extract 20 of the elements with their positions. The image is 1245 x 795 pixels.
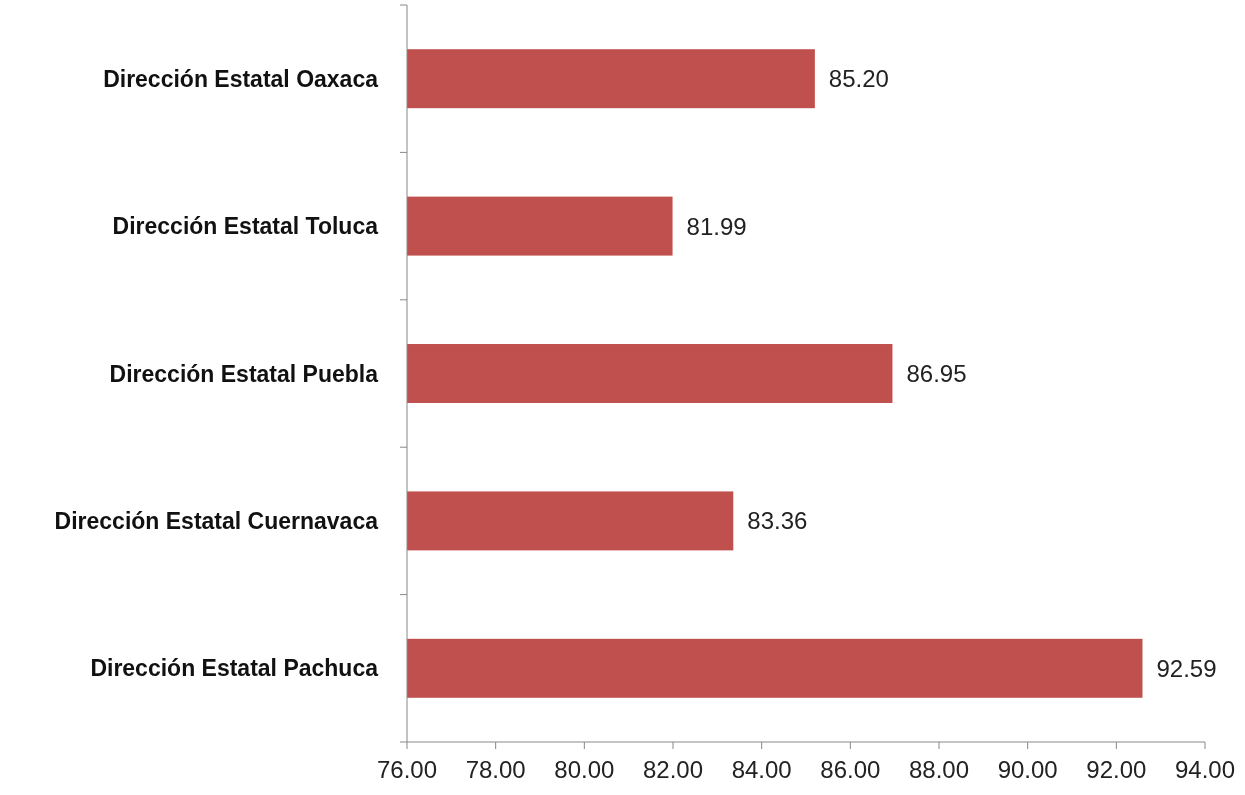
x-tick-label: 82.00 bbox=[642, 756, 704, 783]
data-label: 81.99 bbox=[686, 212, 747, 240]
data-label: 86.95 bbox=[906, 359, 967, 387]
x-tick-label: 76.00 bbox=[376, 756, 438, 783]
x-tick-label: 90.00 bbox=[997, 756, 1058, 783]
data-label: 92.59 bbox=[1156, 654, 1217, 682]
x-tick-label: 84.00 bbox=[731, 756, 792, 783]
x-tick-label: 94.00 bbox=[1174, 756, 1236, 783]
x-tick-label: 92.00 bbox=[1086, 756, 1147, 783]
x-tick-label: 78.00 bbox=[465, 756, 526, 783]
data-label: 83.36 bbox=[747, 507, 808, 535]
x-tick-label: 86.00 bbox=[820, 756, 881, 783]
x-tick-label: 88.00 bbox=[908, 756, 970, 783]
y-tick-label: Dirección Estatal Oaxaca bbox=[103, 65, 379, 92]
y-tick-label: Dirección Estatal Pachuca bbox=[90, 655, 379, 682]
y-tick-label: Dirección Estatal Puebla bbox=[109, 360, 379, 387]
y-tick-label: Dirección Estatal Cuernavaca bbox=[54, 507, 379, 534]
y-tick-label: Dirección Estatal Toluca bbox=[112, 213, 379, 240]
x-tick-label: 80.00 bbox=[554, 756, 615, 783]
data-label: 85.20 bbox=[828, 65, 889, 93]
